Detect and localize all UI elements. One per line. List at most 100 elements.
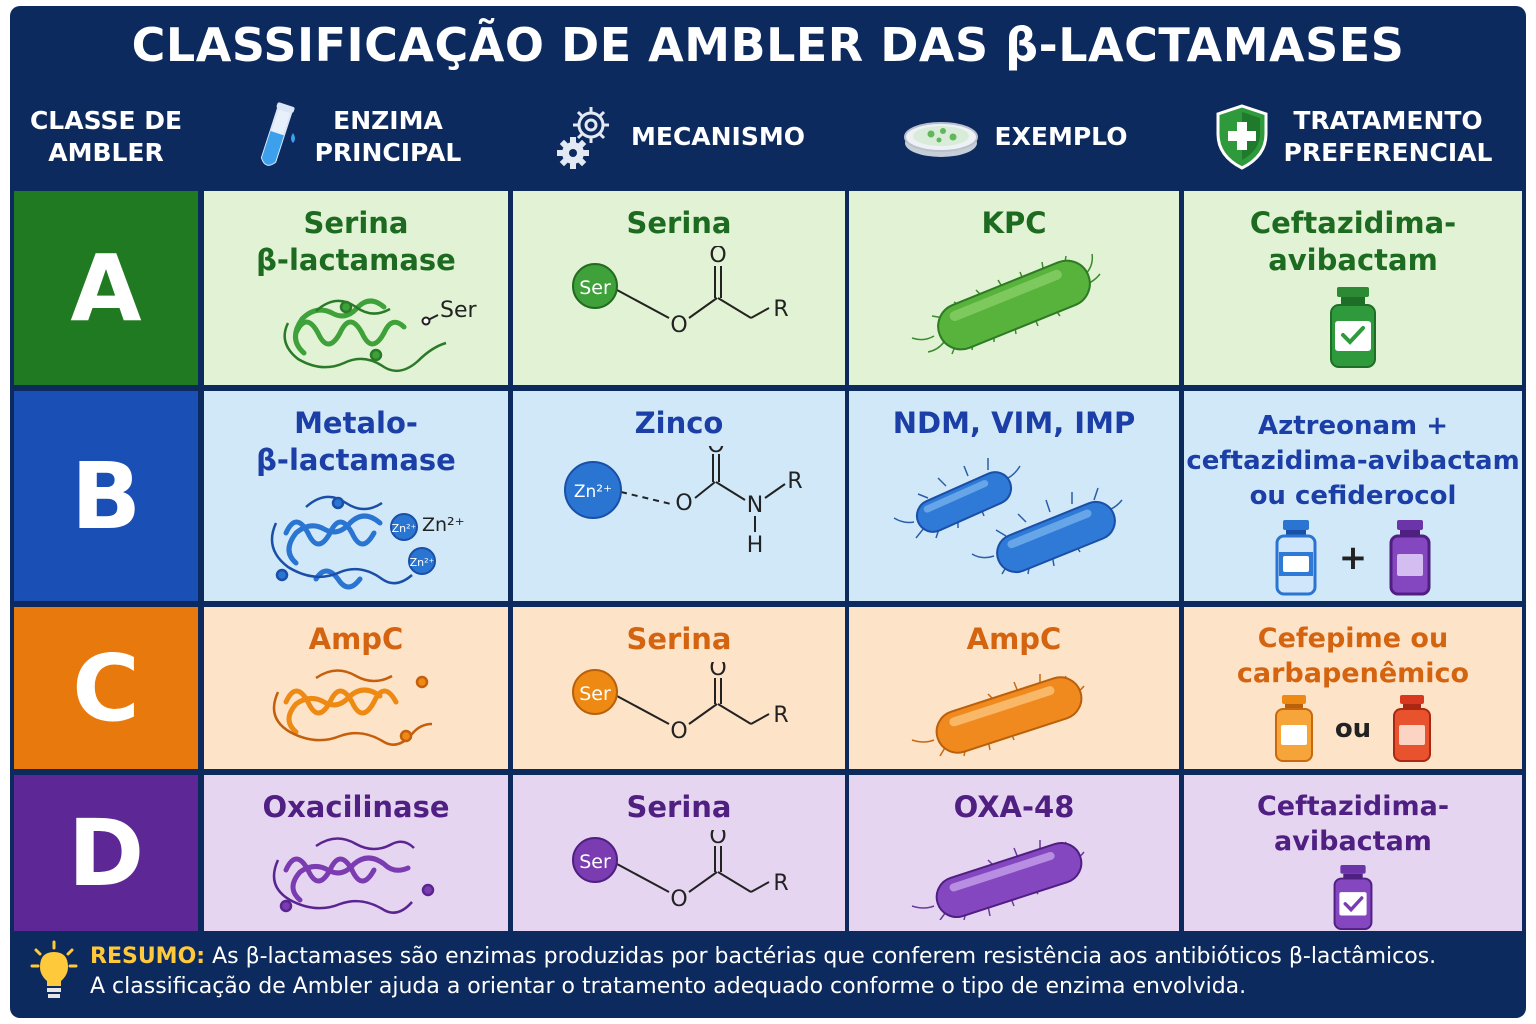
treatment-line2: carbapenêmico	[1236, 658, 1470, 689]
example-name: OXA-48	[953, 790, 1075, 824]
page-title: CLASSIFICAÇÃO DE AMBLER DAS β-LACTAMASES	[131, 18, 1405, 72]
enzyme-atom-label: Zn²⁺	[410, 556, 435, 569]
mech-n-atom: N	[747, 493, 763, 518]
enzyme-name-line1: Serina	[303, 206, 409, 240]
header-enzima: ENZIMA PRINCIPAL	[204, 88, 508, 186]
class-letter: C	[72, 634, 140, 742]
mech-center-atom: Ser	[579, 277, 611, 299]
vial-icon-purple	[1389, 520, 1431, 596]
treatment-cell-b: Aztreonam + ceftazidima-avibactam ou cef…	[1184, 391, 1522, 601]
petri-dish-icon	[903, 122, 978, 157]
treatment-line2: avibactam	[1274, 826, 1432, 857]
enzyme-name-line2: β-lactamase	[256, 443, 456, 477]
mechanism-cell-d: Serina Ser O O R	[513, 775, 845, 931]
enzyme-atom-label: Ser	[440, 298, 478, 323]
class-letter: A	[70, 234, 142, 342]
vial-icon-red	[1393, 695, 1432, 762]
mech-o-link: O	[670, 313, 687, 338]
treatment-plus: +	[1338, 538, 1368, 578]
header-tratamento-line1: TRATAMENTO	[1293, 106, 1483, 135]
enzyme-cell-c: AmpC	[204, 607, 508, 769]
header-exemplo: EXEMPLO	[849, 88, 1179, 186]
bacteria-pair-icon	[893, 458, 1123, 575]
class-letter: B	[70, 442, 142, 550]
header-classe: CLASSE DE AMBLER	[14, 88, 198, 186]
molecule-diagram-d: Ser O O R	[572, 830, 789, 912]
mech-o-link: O	[670, 719, 687, 744]
mech-center-atom: Ser	[579, 851, 611, 873]
treatment-cell-a: Ceftazidima- avibactam	[1184, 191, 1522, 385]
mech-r-group: R	[773, 871, 788, 896]
example-cell-b: NDM, VIM, IMP	[849, 391, 1179, 601]
example-name: NDM, VIM, IMP	[892, 406, 1136, 440]
vial-check-icon	[1330, 287, 1376, 368]
treatment-line2: avibactam	[1268, 243, 1438, 277]
test-tube-icon	[260, 102, 295, 166]
mech-center-atom: Zn²⁺	[574, 482, 612, 502]
molecule-diagram-a: Ser O O R	[572, 246, 789, 338]
mech-o-top: O	[707, 446, 724, 458]
enzyme-atom-label: Zn²⁺	[392, 522, 417, 535]
example-cell-d: OXA-48	[849, 775, 1179, 931]
mechanism-name: Serina	[626, 622, 732, 656]
mechanism-cell-b: Zinco Zn²⁺ O O N H R	[513, 391, 845, 601]
class-cell-b: B	[14, 391, 198, 601]
mechanism-name: Serina	[626, 206, 732, 240]
mechanism-cell-a: Serina Ser O O R	[513, 191, 845, 385]
class-letter: D	[67, 799, 145, 907]
mech-o-top: O	[709, 246, 726, 268]
summary-label: RESUMO:	[90, 944, 206, 969]
header-classe-line1: CLASSE DE	[29, 106, 183, 135]
mech-r-group: R	[773, 297, 788, 322]
mech-h-atom: H	[747, 533, 764, 558]
header-tratamento: TRATAMENTO PREFERENCIAL	[1184, 88, 1522, 186]
protein-structure-c	[272, 669, 433, 746]
header-mecanismo-line1: MECANISMO	[630, 122, 805, 151]
enzyme-cell-b: Metalo- β-lactamase Zn²⁺ Zn²⁺ Zn²⁺	[204, 391, 508, 601]
treatment-or: ou	[1334, 714, 1372, 744]
molecule-diagram-b: Zn²⁺ O O N H R	[564, 446, 803, 558]
example-name: KPC	[981, 206, 1047, 240]
bacterium-icon	[911, 253, 1101, 355]
class-cell-d: D	[14, 775, 198, 931]
mech-o-top: O	[709, 662, 726, 681]
mech-r-group: R	[787, 469, 802, 494]
header-enzima-line1: ENZIMA	[333, 106, 443, 135]
treatment-cell-d: Ceftazidima- avibactam	[1184, 775, 1522, 931]
bacterium-icon	[911, 674, 1085, 757]
enzyme-atom-label: Zn²⁺	[422, 514, 465, 536]
enzyme-name-line1: Metalo-	[294, 406, 418, 440]
treatment-line1: Ceftazidima-	[1256, 791, 1450, 822]
example-cell-a: KPC	[849, 191, 1179, 385]
treatment-line1: Ceftazidima-	[1249, 206, 1457, 240]
class-cell-c: C	[14, 607, 198, 769]
mechanism-name: Zinco	[634, 406, 724, 440]
lightbulb-icon	[30, 940, 78, 998]
treatment-cell-c: Cefepime ou carbapenêmico ou	[1184, 607, 1522, 769]
bacterium-icon	[911, 840, 1085, 920]
header-exemplo-line1: EXEMPLO	[994, 122, 1128, 151]
mech-r-group: R	[773, 703, 788, 728]
mech-center-atom: Ser	[579, 683, 611, 705]
treatment-line1: Cefepime ou	[1257, 623, 1449, 654]
molecule-diagram-c: Ser O O R	[572, 662, 789, 744]
treatment-line2: ceftazidima-avibactam	[1186, 446, 1520, 476]
vial-check-icon	[1333, 864, 1373, 931]
mechanism-cell-c: Serina Ser O O R	[513, 607, 845, 769]
mech-o-top: O	[709, 830, 726, 849]
protein-structure-d	[272, 837, 435, 914]
vial-icon-orange	[1274, 695, 1313, 762]
shield-cross-icon	[1216, 104, 1267, 170]
header-tratamento-line2: PREFERENCIAL	[1283, 138, 1493, 167]
mech-o-link: O	[675, 491, 692, 516]
class-cell-a: A	[14, 191, 198, 385]
header-classe-line2: AMBLER	[48, 138, 164, 167]
enzyme-name-line2: β-lactamase	[256, 243, 456, 277]
treatment-line1: Aztreonam +	[1258, 411, 1448, 441]
gears-icon	[556, 107, 609, 169]
enzyme-name-line1: Oxacilinase	[262, 790, 450, 824]
protein-structure-b: Zn²⁺ Zn²⁺ Zn²⁺	[270, 495, 465, 590]
mech-o-link: O	[670, 887, 687, 912]
mechanism-name: Serina	[626, 790, 732, 824]
